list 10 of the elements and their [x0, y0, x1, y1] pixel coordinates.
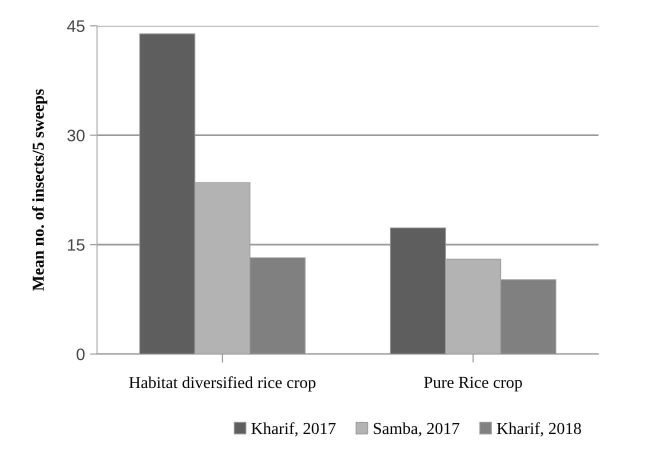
legend-label: Samba, 2017 [374, 422, 460, 437]
y-tick-label: 30 [67, 130, 85, 142]
legend-label: Kharif, 2017 [251, 422, 336, 437]
y-tick-label: 45 [67, 20, 85, 32]
y-axis-title: Mean no. of insects/5 sweeps [32, 89, 48, 291]
x-tick-label: Habitat diversified rice crop [129, 376, 316, 392]
y-tick-label: 15 [68, 239, 85, 251]
x-tick-label: Pure Rice crop [424, 376, 522, 392]
y-tick-label: 0 [76, 348, 85, 360]
legend-label: Kharif, 2018 [496, 422, 581, 437]
